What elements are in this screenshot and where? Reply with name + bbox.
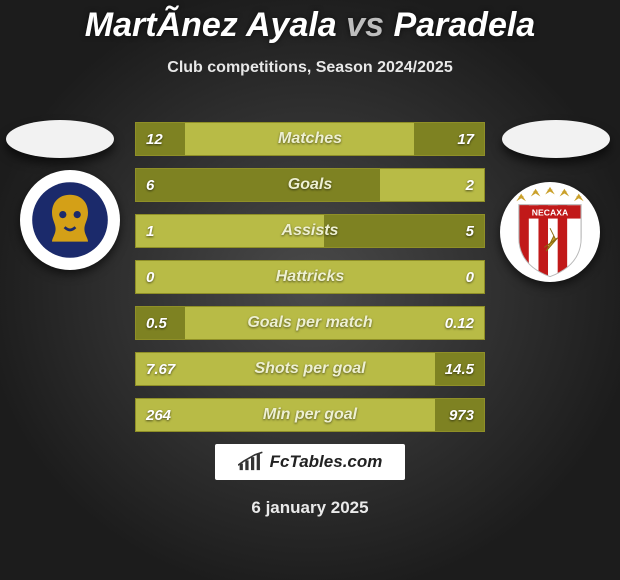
stat-value-right: 14.5 [435,353,484,385]
svg-text:NECAXA: NECAXA [532,208,568,218]
stat-value-left: 6 [136,169,164,201]
stat-value-left: 7.67 [136,353,185,385]
stat-value-right: 973 [439,399,484,431]
chart-icon [238,451,264,473]
stat-bar-left [136,169,380,201]
stat-label: Goals per match [136,307,484,339]
player2-name: Paradela [393,6,535,44]
stat-value-left: 1 [136,215,164,247]
watermark: FcTables.com [215,444,405,480]
date: 6 january 2025 [0,498,620,518]
vs-text: vs [346,6,384,44]
stat-value-right: 0 [456,261,484,293]
stat-label: Shots per goal [136,353,484,385]
stat-value-left: 12 [136,123,173,155]
stats-container: 1217Matches62Goals15Assists00Hattricks0.… [135,122,485,432]
stat-value-left: 264 [136,399,181,431]
subtitle: Club competitions, Season 2024/2025 [0,59,620,77]
stat-value-left: 0.5 [136,307,177,339]
page-title: MartÃ­nez Ayala vs Paradela [0,0,620,45]
player1-name: MartÃ­nez Ayala [85,6,337,44]
stat-label: Hattricks [136,261,484,293]
watermark-text: FcTables.com [270,452,383,472]
stat-value-right: 17 [447,123,484,155]
club-badge-left [20,170,120,270]
photo-placeholder-right [502,120,610,158]
pumas-icon [25,175,115,265]
stat-row: 7.67 14.5Shots per goal [135,352,485,386]
stat-row: 15Assists [135,214,485,248]
photo-placeholder-left [6,120,114,158]
club-badge-right: NECAXA [500,182,600,282]
stat-value-right: 2 [456,169,484,201]
stat-row: 264 973Min per goal [135,398,485,432]
stat-value-right: 0.12 [435,307,484,339]
stat-row: 0.5 0.12Goals per match [135,306,485,340]
stat-row: 62Goals [135,168,485,202]
stat-label: Min per goal [136,399,484,431]
stat-row: 0 0Hattricks [135,260,485,294]
stat-value-right: 5 [456,215,484,247]
stat-row: 1217Matches [135,122,485,156]
stat-value-left: 0 [136,261,164,293]
necaxa-icon: NECAXA [502,184,598,280]
